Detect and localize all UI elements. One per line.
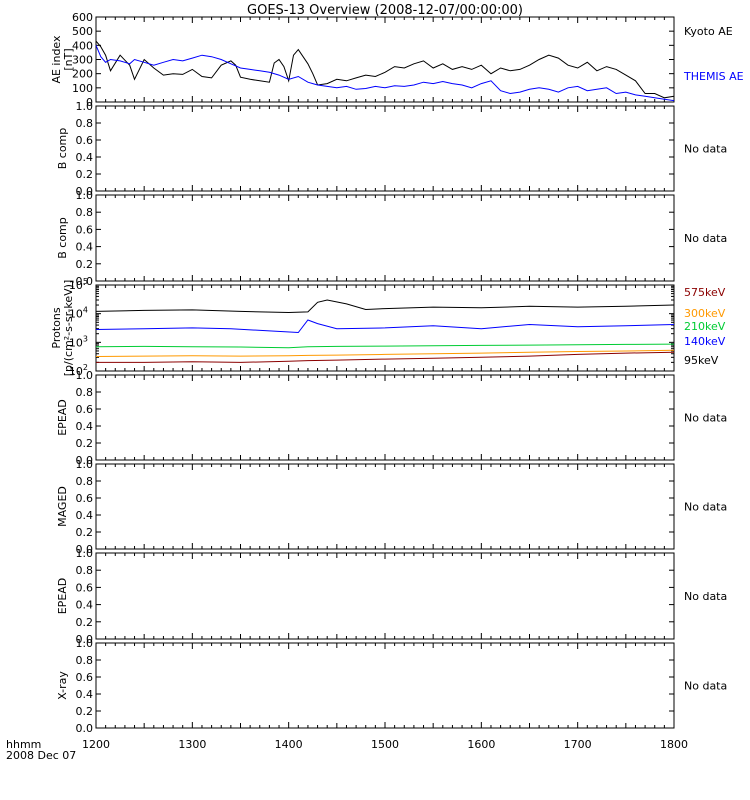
y-tick-label: 0.4 bbox=[76, 688, 94, 701]
y-axis-label: EPEAD bbox=[56, 399, 69, 436]
panel-frame-bcomp2 bbox=[95, 194, 675, 282]
y-axis-label: [p/(cm²-s-sr-keV)] bbox=[62, 280, 75, 377]
y-axis-label: MAGED bbox=[56, 486, 69, 527]
panel-frame-epead2 bbox=[95, 552, 675, 640]
y-tick-label: 0.0 bbox=[76, 185, 94, 198]
legend-entry-575kev: 575keV bbox=[684, 286, 726, 299]
no-data-label: No data bbox=[684, 590, 727, 603]
y-tick-label: 0.8 bbox=[76, 654, 94, 667]
y-tick-label: 1.0 bbox=[76, 547, 94, 560]
y-tick-label: 0.6 bbox=[76, 671, 94, 684]
y-tick-label: 0.8 bbox=[76, 117, 94, 130]
y-axis-label: B comp bbox=[56, 217, 69, 259]
y-tick-label: 1.0 bbox=[76, 189, 94, 202]
y-tick-label: 400 bbox=[72, 39, 93, 52]
y-tick-label: 0.6 bbox=[76, 492, 94, 505]
series-line-themis-ae bbox=[95, 45, 675, 102]
series-line-575kev bbox=[96, 351, 675, 363]
y-tick-label: 103 bbox=[69, 334, 88, 349]
no-data-label: No data bbox=[684, 412, 727, 425]
y-tick-label: 0.8 bbox=[76, 475, 94, 488]
y-tick-label: 0.6 bbox=[76, 134, 94, 147]
y-axis-label: AE index bbox=[50, 35, 63, 84]
y-tick-label: 1.0 bbox=[76, 100, 94, 113]
y-tick-label: 0.0 bbox=[76, 543, 94, 556]
y-tick-label: 0.4 bbox=[76, 509, 94, 522]
y-tick-label: 0.2 bbox=[76, 616, 94, 629]
series-line-210kev bbox=[95, 343, 675, 349]
y-tick-label: 0.0 bbox=[76, 633, 94, 646]
y-tick-label: 0.4 bbox=[76, 151, 94, 164]
x-tick-label: 1400 bbox=[275, 738, 303, 751]
y-tick-label: 0.6 bbox=[76, 581, 94, 594]
y-tick-label: 0.2 bbox=[76, 705, 94, 718]
y-tick-label: 0.8 bbox=[76, 386, 94, 399]
y-tick-label: 0.2 bbox=[76, 168, 94, 181]
legend-entry-95kev: 95keV bbox=[684, 354, 719, 367]
y-axis-label: EPEAD bbox=[56, 578, 69, 615]
y-tick-label: 300 bbox=[72, 54, 93, 67]
y-tick-label: 0.2 bbox=[76, 526, 94, 539]
no-data-label: No data bbox=[684, 143, 727, 156]
y-tick-label: 102 bbox=[69, 363, 88, 378]
legend-entry-300kev: 300keV bbox=[684, 307, 726, 320]
no-data-label: No data bbox=[684, 232, 727, 245]
series-line-kyoto-ae bbox=[95, 40, 675, 99]
y-tick-label: 0.0 bbox=[76, 275, 94, 288]
x-tick-label: 1800 bbox=[660, 738, 688, 751]
y-axis-label: B comp bbox=[56, 128, 69, 170]
legend-entry-themis-ae: THEMIS AE bbox=[683, 70, 744, 83]
panel-frame-ae bbox=[95, 16, 675, 103]
y-tick-label: 600 bbox=[72, 11, 93, 24]
y-tick-label: 0.4 bbox=[76, 420, 94, 433]
y-tick-label: 0.0 bbox=[76, 722, 94, 735]
y-tick-label: 0.8 bbox=[76, 564, 94, 577]
series-line-300kev bbox=[95, 349, 675, 357]
y-tick-label: 0.0 bbox=[76, 454, 94, 467]
figure-title: GOES-13 Overview (2008-12-07/00:00:00) bbox=[247, 3, 523, 18]
date-label: 2008 Dec 07 bbox=[6, 749, 76, 762]
series-line-95kev bbox=[95, 299, 675, 314]
x-tick-label: 1700 bbox=[564, 738, 592, 751]
y-tick-label: 0.8 bbox=[76, 206, 94, 219]
panel-frame-bcomp1 bbox=[95, 105, 675, 192]
y-tick-label: 500 bbox=[72, 25, 93, 38]
no-data-label: No data bbox=[684, 501, 727, 514]
time-axis-format-label: hhmm bbox=[6, 738, 41, 751]
legend-entry-kyoto-ae: Kyoto AE bbox=[684, 25, 733, 38]
x-tick-label: 1300 bbox=[178, 738, 206, 751]
y-tick-label: 104 bbox=[69, 306, 88, 321]
panel-frame-xray bbox=[95, 642, 675, 729]
x-tick-label: 1200 bbox=[82, 738, 110, 751]
legend-entry-140kev: 140keV bbox=[684, 335, 726, 348]
y-tick-label: 0.4 bbox=[76, 599, 94, 612]
legend-entry-210kev: 210keV bbox=[684, 320, 726, 333]
y-tick-label: 0.4 bbox=[76, 241, 94, 254]
y-tick-label: 0 bbox=[86, 96, 93, 109]
series-line-140kev bbox=[95, 319, 675, 334]
y-axis-label: X-ray bbox=[56, 671, 69, 700]
no-data-label: No data bbox=[684, 680, 727, 693]
y-tick-label: 0.2 bbox=[76, 437, 94, 450]
y-tick-label: 1.0 bbox=[76, 369, 94, 382]
panel-frame-maged bbox=[95, 463, 675, 550]
y-tick-label: 0.2 bbox=[76, 258, 94, 271]
x-tick-label: 1500 bbox=[371, 738, 399, 751]
y-axis-label: [nT] bbox=[62, 48, 75, 70]
y-tick-label: 1.0 bbox=[76, 458, 94, 471]
y-tick-label: 0.6 bbox=[76, 403, 94, 416]
y-axis-label: Protons bbox=[50, 307, 63, 348]
y-tick-label: 105 bbox=[69, 277, 88, 292]
panel-frame-epead1 bbox=[95, 374, 675, 461]
y-tick-label: 1.0 bbox=[76, 637, 94, 650]
y-tick-label: 200 bbox=[72, 68, 93, 81]
y-tick-label: 100 bbox=[72, 82, 93, 95]
x-tick-label: 1600 bbox=[467, 738, 495, 751]
y-tick-label: 0.6 bbox=[76, 223, 94, 236]
